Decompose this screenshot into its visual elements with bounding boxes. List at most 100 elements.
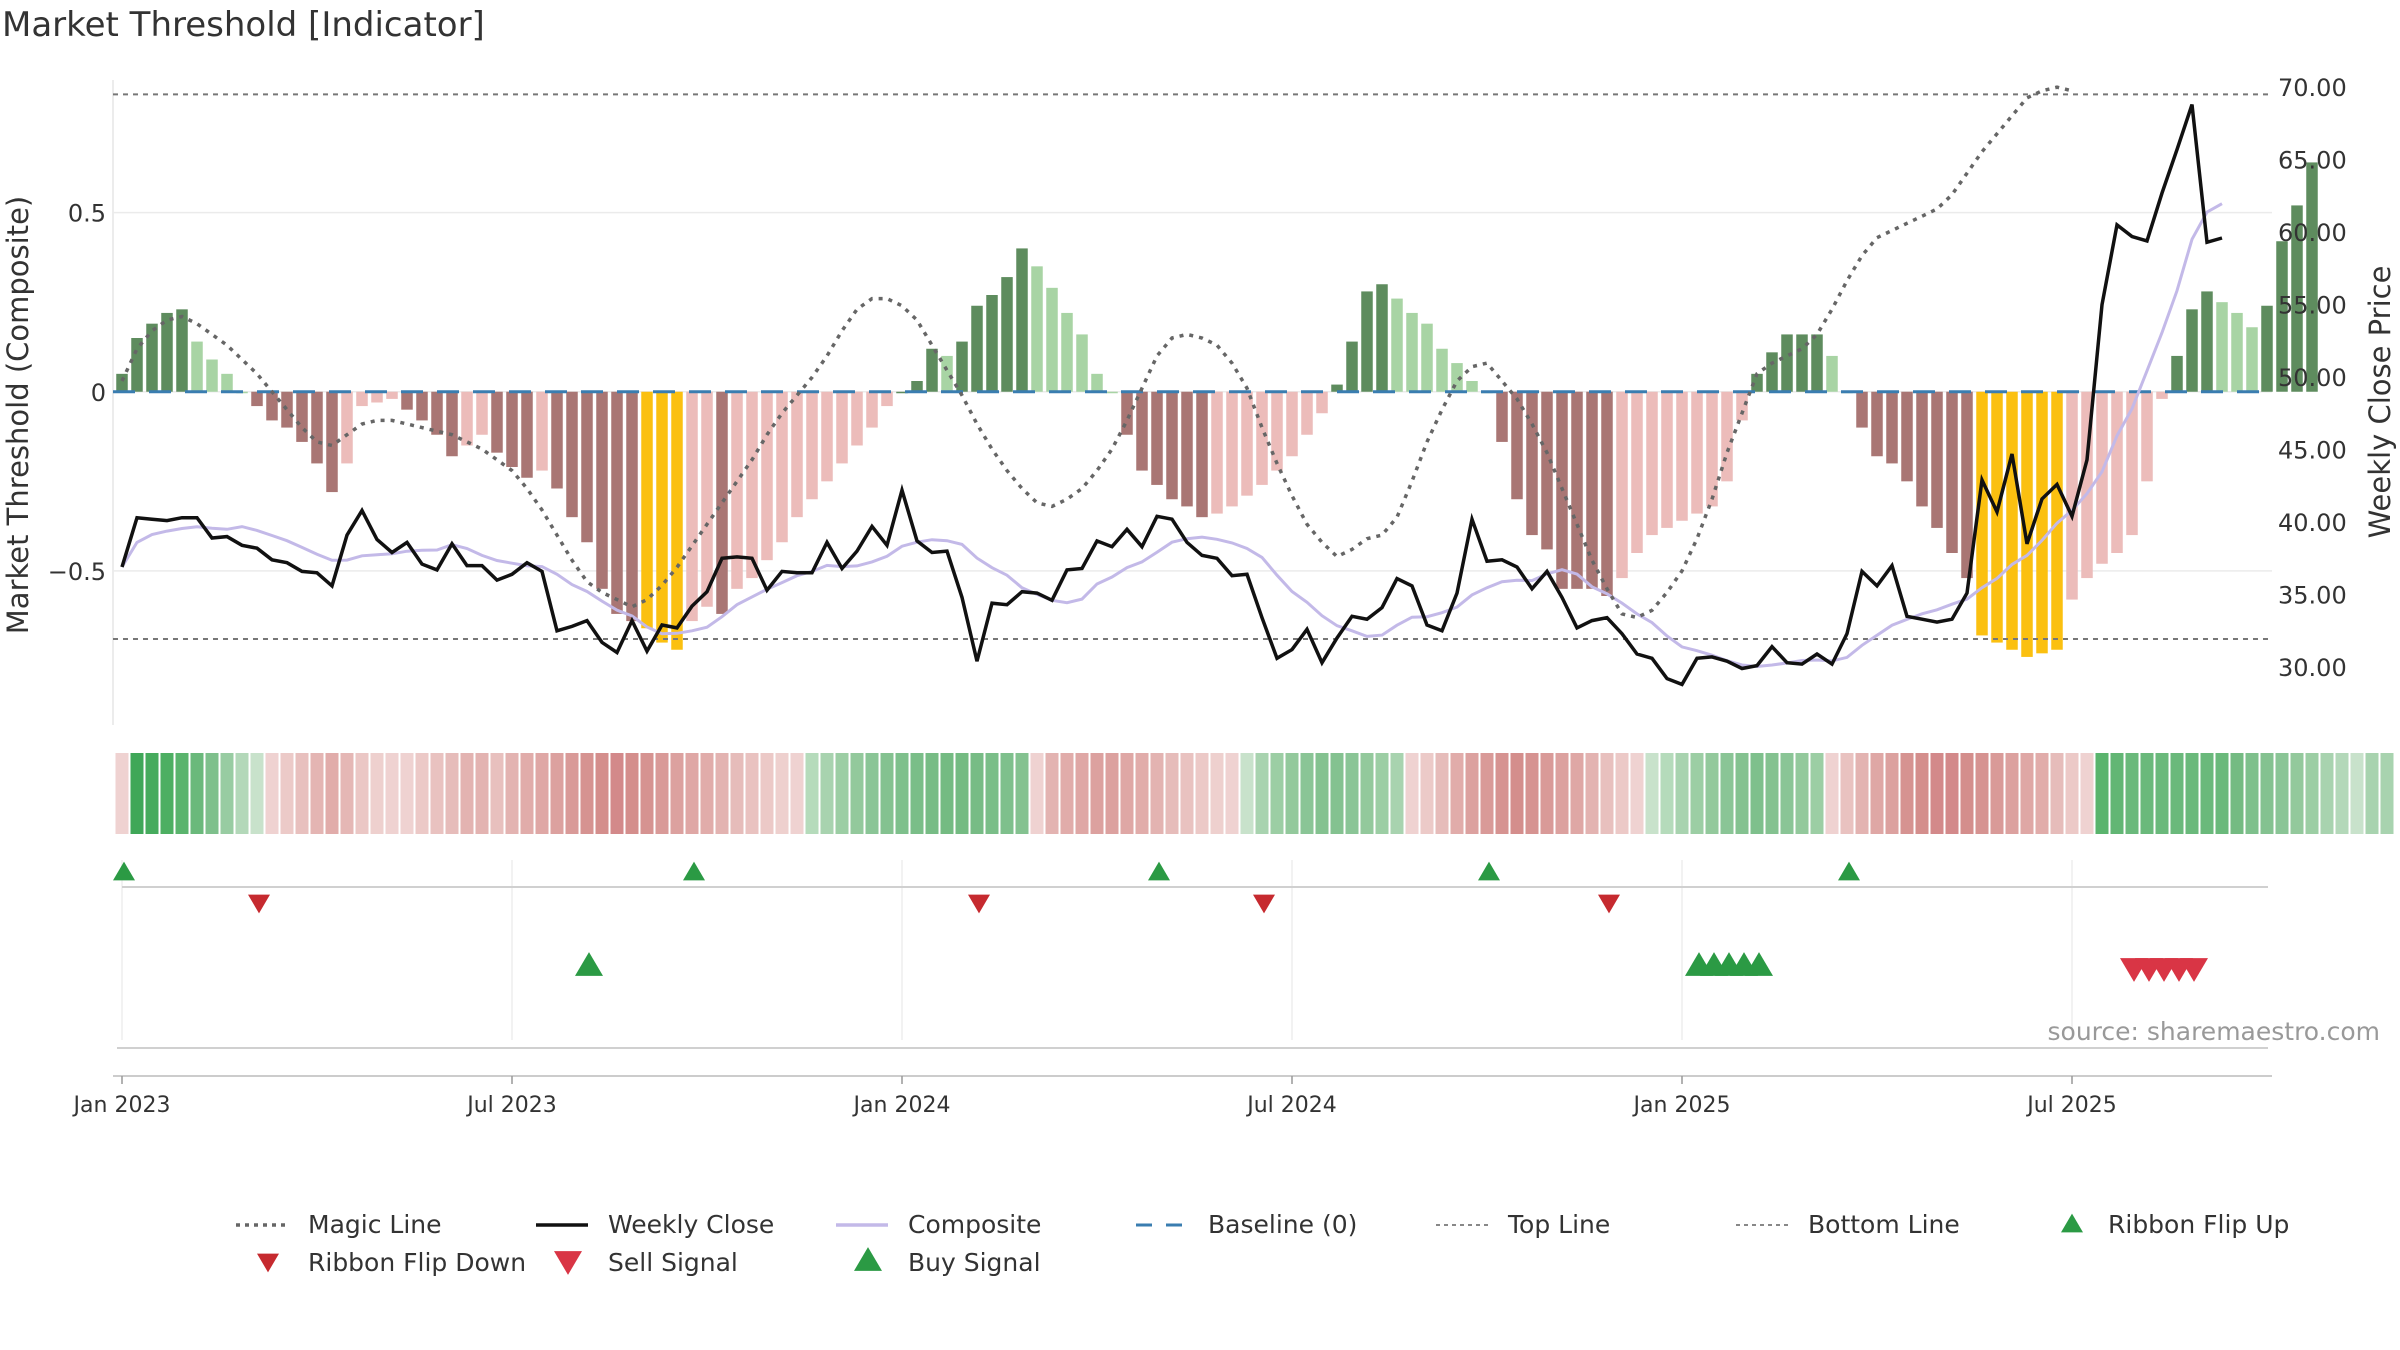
ribbon-cell — [325, 753, 339, 834]
legend-label: Top Line — [1507, 1210, 1610, 1239]
threshold-bar — [1691, 391, 1703, 514]
threshold-bar — [1976, 391, 1988, 636]
threshold-bar — [626, 391, 638, 622]
threshold-bar — [836, 391, 848, 464]
weekly-close-line — [120, 104, 2223, 687]
ribbon-cell — [310, 753, 324, 834]
ribbon-cell — [925, 753, 939, 834]
ribbon-cell — [1870, 753, 1884, 834]
ribbon-cell — [280, 753, 294, 834]
legend-swatch — [2061, 1213, 2083, 1233]
threshold-bar — [1316, 391, 1328, 414]
threshold-bar — [1631, 391, 1643, 553]
threshold-bar — [1046, 287, 1058, 392]
right-y-ticks: 70.00 65.00 60.00 55.00 50.00 45.00 40.00 35.00… — [2278, 74, 2347, 682]
right-y-tick-label: 50.00 — [2278, 364, 2347, 392]
left-y-axis-label: Market Threshold (Composite) — [1, 196, 35, 634]
threshold-bar — [821, 391, 833, 482]
ribbon-cell — [2200, 753, 2214, 834]
ribbon-cell — [640, 753, 654, 834]
threshold-bar — [1016, 248, 1028, 392]
ribbon-cell — [1120, 753, 1134, 834]
threshold-bar — [1856, 391, 1868, 428]
ribbon-cell — [895, 753, 909, 834]
ribbon-cell — [2155, 753, 2169, 834]
threshold-bar — [1496, 391, 1508, 442]
right-y-tick-label: 60.00 — [2278, 219, 2347, 247]
ribbon-cell — [535, 753, 549, 834]
threshold-bar — [1826, 355, 1838, 392]
ribbon-cell — [550, 753, 564, 834]
threshold-bar — [2156, 391, 2168, 399]
ribbon-cell — [2065, 753, 2079, 834]
ribbon-cell — [1015, 753, 1029, 834]
left-y-ticks: 0.5 0 −0.5 — [48, 200, 106, 586]
legend-item: Sell Signal — [554, 1248, 738, 1277]
legend-label: Baseline (0) — [1208, 1210, 1357, 1239]
legend-label: Sell Signal — [608, 1248, 738, 1277]
threshold-bar — [386, 391, 398, 399]
ribbon-cell — [2290, 753, 2304, 834]
threshold-bar — [1436, 348, 1448, 392]
legend-label: Bottom Line — [1808, 1210, 1960, 1239]
ribbon-cell — [985, 753, 999, 834]
threshold-bar — [2141, 391, 2153, 482]
ribbon-cell — [1990, 753, 2004, 834]
threshold-bar — [806, 391, 818, 500]
threshold-bar — [131, 338, 143, 392]
ribbon-cell — [1765, 753, 1779, 834]
threshold-bar — [776, 391, 788, 543]
ribbon-cell — [1795, 753, 1809, 834]
sell-signal-marker — [2180, 958, 2208, 982]
ribbon-cell — [1105, 753, 1119, 834]
ribbon-cell — [1480, 753, 1494, 834]
ribbon-cell — [1450, 753, 1464, 834]
ribbon-cell — [1495, 753, 1509, 834]
threshold-bar — [161, 312, 173, 392]
ribbon-cell — [190, 753, 204, 834]
ribbon-flip-up-marker — [1148, 861, 1170, 881]
threshold-bar — [1121, 391, 1133, 435]
threshold-bar — [1286, 391, 1298, 457]
threshold-bar — [221, 373, 233, 392]
threshold-bar — [941, 355, 953, 392]
ribbon-cell — [220, 753, 234, 834]
ribbon-cell — [130, 753, 144, 834]
threshold-bar — [2006, 391, 2018, 650]
threshold-bar — [2126, 391, 2138, 536]
ribbon-cell — [2320, 753, 2334, 834]
ribbon-flip-down-marker — [1253, 894, 1275, 914]
ribbon-cell — [1420, 753, 1434, 834]
ribbon-cell — [1810, 753, 1824, 834]
right-y-axis-label: Weekly Close Price — [2363, 266, 2397, 539]
ribbon-cell — [2050, 753, 2064, 834]
threshold-bar — [1586, 391, 1598, 589]
ribbon-cell — [1645, 753, 1659, 834]
legend-item: Magic Line — [236, 1210, 442, 1239]
threshold-bar — [1421, 323, 1433, 392]
ribbon-cell — [490, 753, 504, 834]
ribbon-cell — [1465, 753, 1479, 834]
ribbon-cell — [1960, 753, 1974, 834]
ribbon-cell — [2305, 753, 2319, 834]
threshold-bar — [911, 381, 923, 392]
ribbon-cell — [1300, 753, 1314, 834]
ribbon-cell — [1945, 753, 1959, 834]
threshold-bar — [1271, 391, 1283, 471]
ribbon-cell — [1825, 753, 1839, 834]
ribbon-cell — [715, 753, 729, 834]
threshold-bar — [746, 391, 758, 579]
ribbon-cell — [1360, 753, 1374, 834]
x-tick-label: Jan 2025 — [1632, 1093, 1731, 1118]
ribbon-flip-down-marker — [968, 894, 990, 914]
buy-signal-marker — [1745, 952, 1773, 976]
threshold-bar — [1736, 391, 1748, 421]
threshold-bar — [1676, 391, 1688, 521]
ribbon-cell — [1690, 753, 1704, 834]
threshold-bar — [1391, 298, 1403, 392]
legend-label: Ribbon Flip Up — [2108, 1210, 2289, 1239]
threshold-bar — [1991, 391, 2003, 643]
legend-label: Magic Line — [308, 1210, 442, 1239]
ribbon-cell — [1585, 753, 1599, 834]
threshold-bar — [671, 391, 683, 650]
